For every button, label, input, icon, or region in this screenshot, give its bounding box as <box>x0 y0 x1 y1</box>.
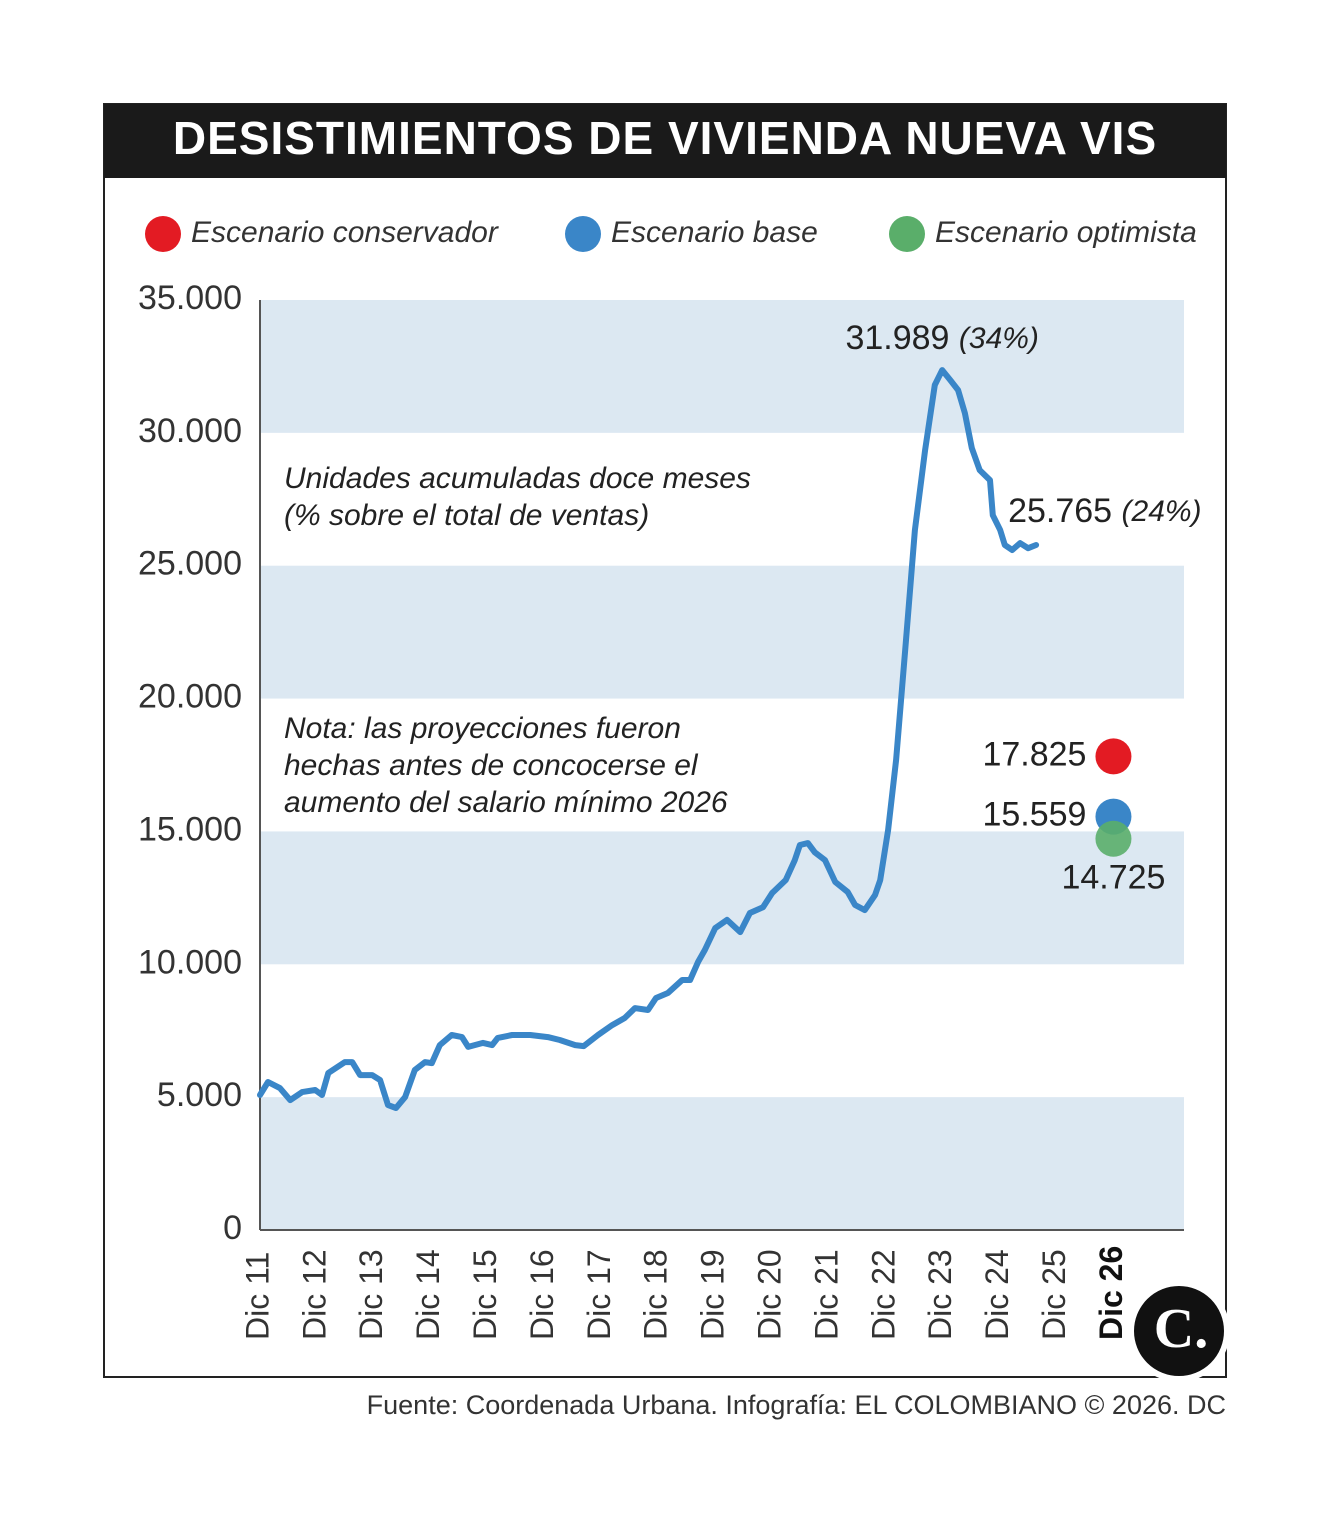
y-tick-label: 20.000 <box>138 678 242 716</box>
note: Nota: las proyecciones fueron <box>284 712 681 745</box>
legend-marker <box>145 216 181 252</box>
y-tick-label: 35.000 <box>138 279 242 317</box>
x-tick-label: Dic 19 <box>695 1249 731 1340</box>
x-tick-label: Dic 18 <box>638 1249 674 1340</box>
x-tick-label: Dic 23 <box>922 1249 958 1340</box>
legend-marker <box>889 216 925 252</box>
x-tick-label: Dic 14 <box>410 1249 446 1340</box>
chart-title: DESISTIMIENTOS DE VIVIENDA NUEVA VIS <box>173 112 1157 164</box>
legend-marker <box>565 216 601 252</box>
x-tick-label: Dic 11 <box>239 1252 275 1340</box>
scenario-label: 17.825 <box>982 735 1086 773</box>
y-tick-label: 30.000 <box>138 412 242 450</box>
x-tick-label: Dic 12 <box>296 1249 332 1340</box>
annotation: 31.989 (34%) <box>845 319 1038 357</box>
title-bar <box>104 104 1226 178</box>
x-tick-label: Dic 25 <box>1036 1249 1072 1340</box>
note: aumento del salario mínimo 2026 <box>284 786 728 819</box>
note: hechas antes de concocerse el <box>284 749 699 782</box>
source: Fuente: Coordenada Urbana. Infografía: E… <box>367 1390 1226 1420</box>
x-tick-label: Dic 17 <box>581 1249 617 1340</box>
legend-label: Escenario base <box>611 216 818 249</box>
y-tick-label: 5.000 <box>157 1076 242 1114</box>
x-tick-label: Dic 21 <box>808 1249 844 1340</box>
x-tick-label: Dic 20 <box>752 1249 788 1340</box>
note: Unidades acumuladas doce meses <box>284 462 751 495</box>
x-tick-label: Dic 16 <box>524 1249 560 1340</box>
y-tick-label: 25.000 <box>138 545 242 583</box>
logo-text: C. <box>1154 1298 1208 1360</box>
grid-band <box>260 1097 1184 1230</box>
annotation: 25.765 (24%) <box>1008 492 1201 530</box>
grid-band <box>260 300 1184 433</box>
line <box>257 367 1040 1111</box>
note: (% sobre el total de ventas) <box>284 499 649 532</box>
annotation-value: 25.765 <box>1008 492 1112 530</box>
logo <box>1128 1280 1230 1382</box>
legend-label: Escenario conservador <box>191 216 499 249</box>
grid-band <box>260 565 1184 699</box>
x-tick-label: Dic 24 <box>979 1249 1015 1340</box>
x-tick-label: Dic 15 <box>467 1249 503 1340</box>
scenario-point <box>1095 820 1132 857</box>
annotation-share: (34%) <box>959 322 1039 355</box>
x-tick-label: Dic 26 <box>1093 1246 1129 1340</box>
y-tick-label: 0 <box>223 1209 242 1247</box>
grid-band <box>260 831 1184 965</box>
annotation-value: 31.989 <box>845 319 949 357</box>
scenario-point <box>1095 738 1132 775</box>
y-tick-label: 15.000 <box>138 810 242 848</box>
x-tick-label: Dic 13 <box>353 1249 389 1340</box>
legend-label: Escenario optimista <box>935 216 1197 249</box>
annotation-share: (24%) <box>1122 495 1202 528</box>
x-tick-label: Dic 22 <box>865 1249 901 1340</box>
scenario-label: 14.725 <box>1061 859 1165 897</box>
y-tick-label: 10.000 <box>138 943 242 981</box>
scenario-label: 15.559 <box>982 796 1086 834</box>
